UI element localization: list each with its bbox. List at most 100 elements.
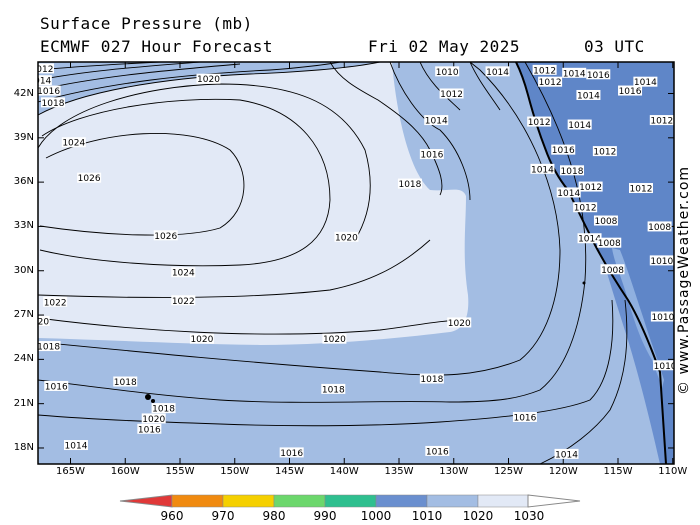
isobar-label: 1016 [38, 85, 61, 97]
isobar-label: 1014 [562, 67, 587, 79]
isobar-label: 1016 [512, 411, 537, 423]
isobar-label: 1016 [551, 144, 576, 156]
longitude-label: 115W [603, 466, 633, 477]
colorbar-cell [426, 494, 479, 508]
svg-text:1016: 1016 [45, 382, 68, 392]
isobar-1014 [38, 62, 201, 81]
isobar-label: 1016 [586, 69, 611, 81]
latitude-label: 18N [13, 441, 34, 453]
latitude-label: 21N [13, 397, 34, 409]
colorbar-cell [171, 494, 224, 508]
svg-text:1018: 1018 [152, 405, 175, 415]
isobar-label: 1018 [113, 376, 138, 388]
svg-text:1012: 1012 [630, 185, 653, 195]
isobar-1018 [38, 62, 341, 103]
isobar-label: 1014 [530, 163, 555, 175]
latitude-label: 30N [13, 264, 34, 276]
latitude-label: 24N [13, 353, 34, 365]
svg-text:1016: 1016 [513, 413, 536, 423]
map-title: Surface Pressure (mb) [40, 14, 253, 33]
longitude-label: 130W [439, 466, 469, 477]
longitude-label: 150W [220, 466, 250, 477]
colorbar-arrow-high [527, 494, 581, 508]
isobar-1020-north [38, 62, 381, 116]
svg-text:1026: 1026 [154, 232, 177, 242]
isobar-label: 1016 [137, 423, 162, 435]
svg-text:1014: 1014 [65, 442, 88, 452]
isobar-label: 1016 [279, 447, 304, 459]
coastline [515, 62, 667, 464]
colorbar-cell [324, 494, 377, 508]
isobar-label: 1014 [485, 66, 510, 78]
svg-text:1020: 1020 [323, 335, 346, 345]
svg-text:1022: 1022 [44, 298, 67, 308]
isobar-label: 1012 [527, 116, 552, 128]
isobar-label: 1018 [419, 373, 444, 385]
colorbar-cell [222, 494, 275, 508]
isobar-1022-north [38, 83, 371, 241]
svg-text:1018: 1018 [322, 385, 345, 395]
colorbar-label: 970 [211, 509, 235, 523]
colorbar-label: 1010 [411, 509, 443, 523]
isobar-label: 1018 [397, 178, 422, 190]
svg-text:1014: 1014 [531, 165, 554, 175]
isobar-1022-south [38, 239, 431, 298]
svg-text:1020: 1020 [335, 233, 358, 243]
isobar-1026 [39, 133, 245, 236]
isobar-label: 1014 [554, 448, 579, 460]
isobar-label: 1008 [647, 221, 672, 233]
isobar-label: 1010 [653, 360, 674, 372]
isobar-label: 1008 [597, 237, 622, 249]
map-frame [37, 61, 675, 465]
svg-text:1016: 1016 [280, 449, 303, 459]
colorbar-label: 990 [313, 509, 337, 523]
isobar-label: 1018 [40, 97, 65, 109]
svg-text:1014: 1014 [555, 450, 578, 460]
svg-text:1020: 1020 [197, 75, 220, 85]
isobar-1016-main [38, 62, 587, 403]
longitude-label: 120W [548, 466, 578, 477]
svg-text:1008: 1008 [648, 223, 671, 233]
svg-text:1014: 1014 [28, 77, 51, 87]
svg-text:1022: 1022 [172, 297, 195, 307]
svg-text:1012: 1012 [528, 118, 551, 128]
svg-text:1016: 1016 [138, 425, 161, 435]
isobar-label: 1016 [44, 380, 69, 392]
longitude-label: 110W [658, 466, 688, 477]
isobar-label: 1012 [532, 64, 557, 76]
longitude-label: 145W [275, 466, 304, 477]
svg-text:1008: 1008 [601, 266, 624, 276]
isobar-label: 1020 [189, 333, 214, 345]
svg-text:1024: 1024 [172, 269, 195, 279]
longitude-label: 165W [56, 466, 85, 477]
svg-text:1008: 1008 [595, 217, 618, 227]
isobar-label: 1020 [334, 231, 359, 243]
svg-text:1020: 1020 [142, 415, 165, 425]
latitude-label: 33N [13, 220, 34, 232]
isobar-label: 1010 [649, 255, 674, 267]
longitude-label: 125W [494, 466, 523, 477]
svg-text:1010: 1010 [651, 313, 674, 323]
isobar-label: 1014 [424, 115, 449, 127]
svg-text:1008: 1008 [598, 239, 621, 249]
colorbar-label: 1030 [513, 509, 545, 523]
isobar-label: 1012 [649, 115, 674, 127]
svg-text:1012: 1012 [31, 65, 54, 75]
isobar-labels: 1012101410161018102010241026102610241022… [28, 63, 674, 460]
island [151, 399, 155, 403]
isobar-label: 1010 [650, 311, 674, 323]
svg-text:1014: 1014 [557, 189, 580, 199]
isobar-1020-south [38, 317, 469, 335]
longitude-label: 160W [110, 466, 140, 477]
isobar-label: 1008 [600, 264, 625, 276]
colorbar-arrow-low [119, 494, 173, 508]
svg-text:1012: 1012 [574, 204, 597, 214]
svg-text:1020: 1020 [448, 319, 471, 329]
isobar-label: 1012 [578, 181, 603, 193]
island [582, 281, 586, 285]
svg-text:1018: 1018 [398, 180, 421, 190]
pressure-colorbar [119, 494, 581, 508]
isobar-label: 1026 [153, 230, 178, 242]
isobar-label: 1014 [576, 89, 601, 101]
